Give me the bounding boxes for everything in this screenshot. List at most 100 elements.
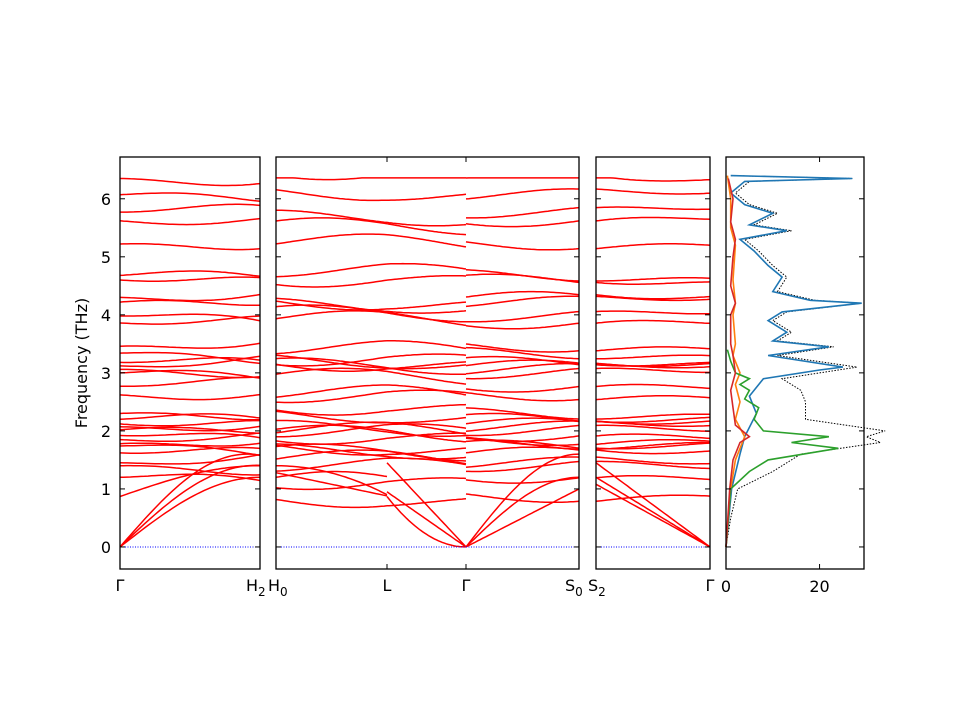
band-curve — [119, 446, 261, 454]
band-curve — [120, 203, 261, 213]
band-curve — [276, 423, 388, 438]
band-curve — [465, 220, 580, 228]
band-curve — [275, 449, 388, 460]
x-tick-label: Γ — [462, 576, 471, 595]
band-curve — [386, 233, 467, 248]
band-curve — [386, 222, 467, 236]
band-curve — [595, 367, 710, 374]
band-curve — [595, 474, 711, 481]
band-curve — [595, 494, 711, 503]
band-curve — [595, 346, 711, 352]
band-curve — [386, 432, 467, 440]
band-curve — [595, 438, 711, 446]
band-curve — [119, 293, 261, 302]
band-curve — [386, 262, 467, 270]
band-curve — [119, 270, 261, 278]
y-axis-label: Frequency (THz) — [72, 298, 91, 428]
band-curve — [119, 356, 261, 364]
band-curve — [386, 498, 467, 507]
band-curve — [275, 444, 388, 456]
band-curve — [275, 437, 388, 445]
band-curve — [387, 340, 467, 350]
band-curve — [466, 460, 580, 473]
axes-frames — [119, 156, 865, 570]
band-curve — [595, 383, 711, 390]
band-curve — [119, 351, 261, 365]
band-curve — [275, 410, 387, 424]
band-curve — [595, 362, 711, 368]
band-curve — [119, 473, 261, 482]
band-curve — [595, 216, 711, 222]
band-curve — [465, 359, 580, 367]
band-curve — [119, 453, 261, 548]
band-curve — [387, 416, 467, 424]
band-curve — [275, 354, 388, 369]
band-curve — [465, 346, 580, 360]
band-curve — [465, 241, 580, 251]
band-curve — [595, 483, 711, 548]
dos-curves — [725, 174, 886, 547]
band-curve — [386, 450, 467, 462]
band-curve — [275, 457, 388, 472]
band-curve — [119, 342, 261, 349]
band-curve — [465, 385, 580, 393]
band-curve — [120, 313, 261, 322]
band-curve — [465, 322, 580, 330]
band-curve — [275, 300, 388, 311]
band-curve — [275, 480, 388, 491]
band-curve — [386, 403, 467, 412]
dos-partial-curve — [725, 349, 839, 547]
band-curve — [275, 263, 388, 278]
band-curve — [386, 366, 466, 376]
y-tick-label: 0 — [101, 538, 111, 557]
band-curve — [465, 310, 580, 323]
band-curve — [595, 416, 711, 424]
band-curve — [595, 319, 711, 325]
band-curve — [119, 393, 261, 401]
band-curve — [466, 206, 580, 219]
band-curve — [465, 269, 580, 282]
band-curve — [595, 476, 711, 548]
x-tick-label: Γ — [706, 576, 715, 595]
band-curve — [276, 209, 388, 224]
band-curve — [596, 276, 711, 282]
band-curve — [465, 290, 580, 298]
band-curve — [120, 464, 261, 476]
y-tick-label: 4 — [101, 306, 111, 325]
band-curve — [595, 456, 711, 465]
band-curve — [275, 384, 387, 398]
band-curve — [386, 477, 467, 483]
band-curve — [386, 353, 467, 358]
band-curve — [119, 412, 261, 421]
band-curve — [387, 301, 467, 310]
band-curve — [595, 449, 711, 455]
band-curve — [386, 496, 466, 548]
band-curve — [275, 363, 388, 372]
band-curve — [386, 310, 467, 314]
y-tick-label: 3 — [101, 364, 111, 383]
band-curve — [275, 471, 388, 497]
band-curve — [386, 274, 467, 281]
y-tick-label: 1 — [101, 480, 111, 499]
band-curve — [465, 493, 580, 504]
band-curve — [276, 419, 388, 433]
band-curve — [119, 453, 261, 465]
band-curve — [275, 340, 388, 355]
y-tick-label: 6 — [101, 190, 111, 209]
dos-partial-curve — [725, 178, 751, 547]
band-curve — [596, 424, 711, 433]
band-curve — [119, 315, 261, 325]
band-curve — [595, 441, 710, 450]
band-curve — [119, 413, 261, 421]
band-panel-frame — [119, 156, 261, 570]
band-curve — [465, 407, 580, 420]
band-curve — [465, 362, 580, 375]
band-curve — [119, 419, 260, 427]
band-curve — [275, 233, 388, 245]
band-curve — [595, 281, 711, 285]
band-curve — [465, 343, 580, 353]
band-curve — [119, 243, 261, 251]
band-curve — [119, 476, 261, 548]
band-curve — [466, 367, 580, 380]
